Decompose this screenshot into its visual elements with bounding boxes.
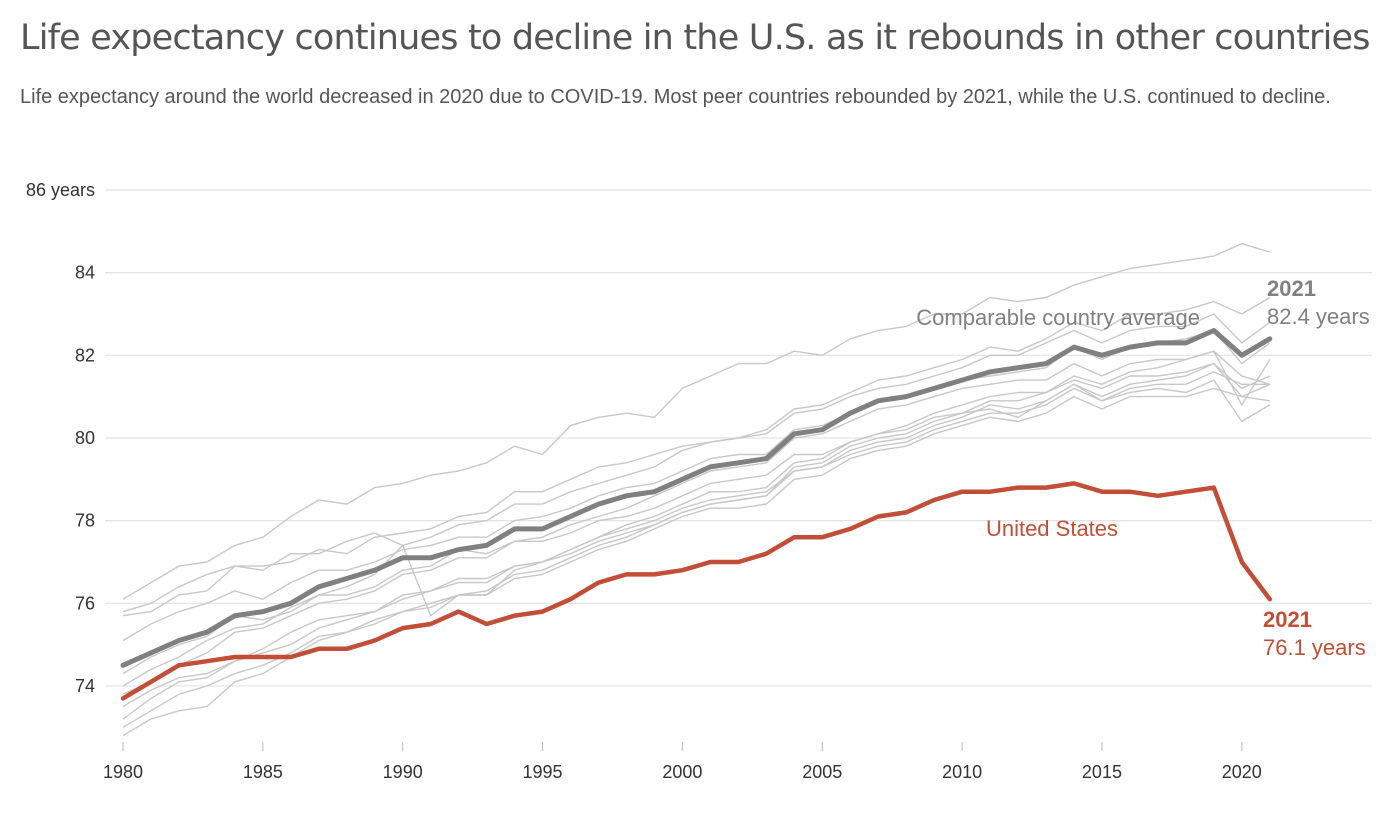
y-tick-label: 86 years xyxy=(26,180,95,200)
united-states-line xyxy=(120,481,1273,701)
x-tick-label: 2015 xyxy=(1082,762,1122,782)
x-tick-label: 1995 xyxy=(523,762,563,782)
peer-country-line-1 xyxy=(122,242,1270,600)
x-axis: 1980 1985 1990 1995 2000 2005 2010 2015 2020 xyxy=(103,742,1262,782)
chart-title: Life expectancy continues to decline in … xyxy=(20,18,1371,58)
us-end-value-label: 76.1 years xyxy=(1263,635,1366,660)
peer-country-line-4 xyxy=(122,329,1271,642)
x-tick-label: 2010 xyxy=(942,762,982,782)
x-tick-label: 1980 xyxy=(103,762,143,782)
x-tick-label: 1990 xyxy=(383,762,423,782)
x-tick-label: 1985 xyxy=(243,762,283,782)
y-tick-label: 82 xyxy=(75,345,95,365)
y-axis: 74 76 78 80 82 84 86 years xyxy=(26,180,95,696)
average-end-value-label: 82.4 years xyxy=(1267,304,1370,329)
peer-country-line-8 xyxy=(122,371,1270,708)
x-tick-label: 2000 xyxy=(662,762,702,782)
y-tick-label: 74 xyxy=(75,676,95,696)
x-tick-label: 2005 xyxy=(802,762,842,782)
peer-country-line-6 xyxy=(122,362,1271,687)
peer-country-line-2 xyxy=(122,296,1271,613)
average-end-year-label: 2021 xyxy=(1267,276,1316,301)
comparable-average-line xyxy=(120,328,1273,668)
peer-country-line-10 xyxy=(122,387,1270,728)
peer-country-line-9 xyxy=(122,379,1271,720)
chart-subtitle: Life expectancy around the world decreas… xyxy=(20,86,1331,108)
x-tick-label: 2020 xyxy=(1222,762,1262,782)
y-tick-label: 84 xyxy=(75,263,95,283)
average-series-label: Comparable country average xyxy=(916,305,1200,330)
peer-country-line-3 xyxy=(122,313,1271,617)
peer-country-line-7 xyxy=(122,350,1271,695)
us-series-label: United States xyxy=(986,516,1118,541)
peer-country-line-11 xyxy=(122,362,1271,737)
gridlines xyxy=(105,189,1372,687)
us-end-year-label: 2021 xyxy=(1263,607,1312,632)
highlight-lines xyxy=(120,328,1273,701)
annotations: Comparable country average 2021 82.4 yea… xyxy=(916,276,1369,660)
y-tick-label: 80 xyxy=(75,428,95,448)
y-tick-label: 76 xyxy=(75,593,95,613)
y-tick-label: 78 xyxy=(75,511,95,531)
